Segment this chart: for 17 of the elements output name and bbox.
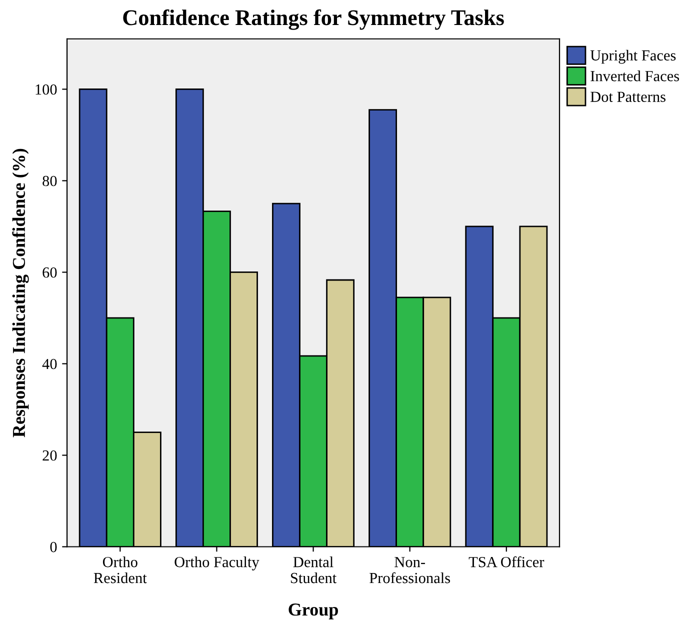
y-tick-label: 0 bbox=[50, 542, 57, 552]
y-axis-title: Responses Indicating Confidence (%) bbox=[12, 148, 29, 438]
y-tick-label: 20 bbox=[42, 450, 57, 461]
legend-label: Upright Faces bbox=[590, 50, 676, 64]
chart-title: Confidence Ratings for Symmetry Tasks bbox=[123, 9, 504, 30]
y-tick-label: 60 bbox=[42, 267, 57, 278]
legend-label: Inverted Faces bbox=[590, 70, 680, 82]
x-tick-label: Ortho Resident bbox=[94, 556, 147, 584]
y-tick-label: 80 bbox=[42, 176, 57, 186]
x-tick-label: TSA Officer bbox=[468, 556, 544, 568]
x-tick-label: Dental Student bbox=[290, 556, 337, 584]
x-tick-label: Ortho Faculty bbox=[174, 556, 260, 570]
x-axis-title: Group bbox=[288, 604, 338, 620]
y-tick-label: 100 bbox=[36, 84, 57, 95]
x-tick-label: Non- Professionals bbox=[370, 557, 450, 584]
legend-label: Dot Patterns bbox=[590, 92, 666, 102]
y-tick-label: 40 bbox=[42, 358, 57, 370]
